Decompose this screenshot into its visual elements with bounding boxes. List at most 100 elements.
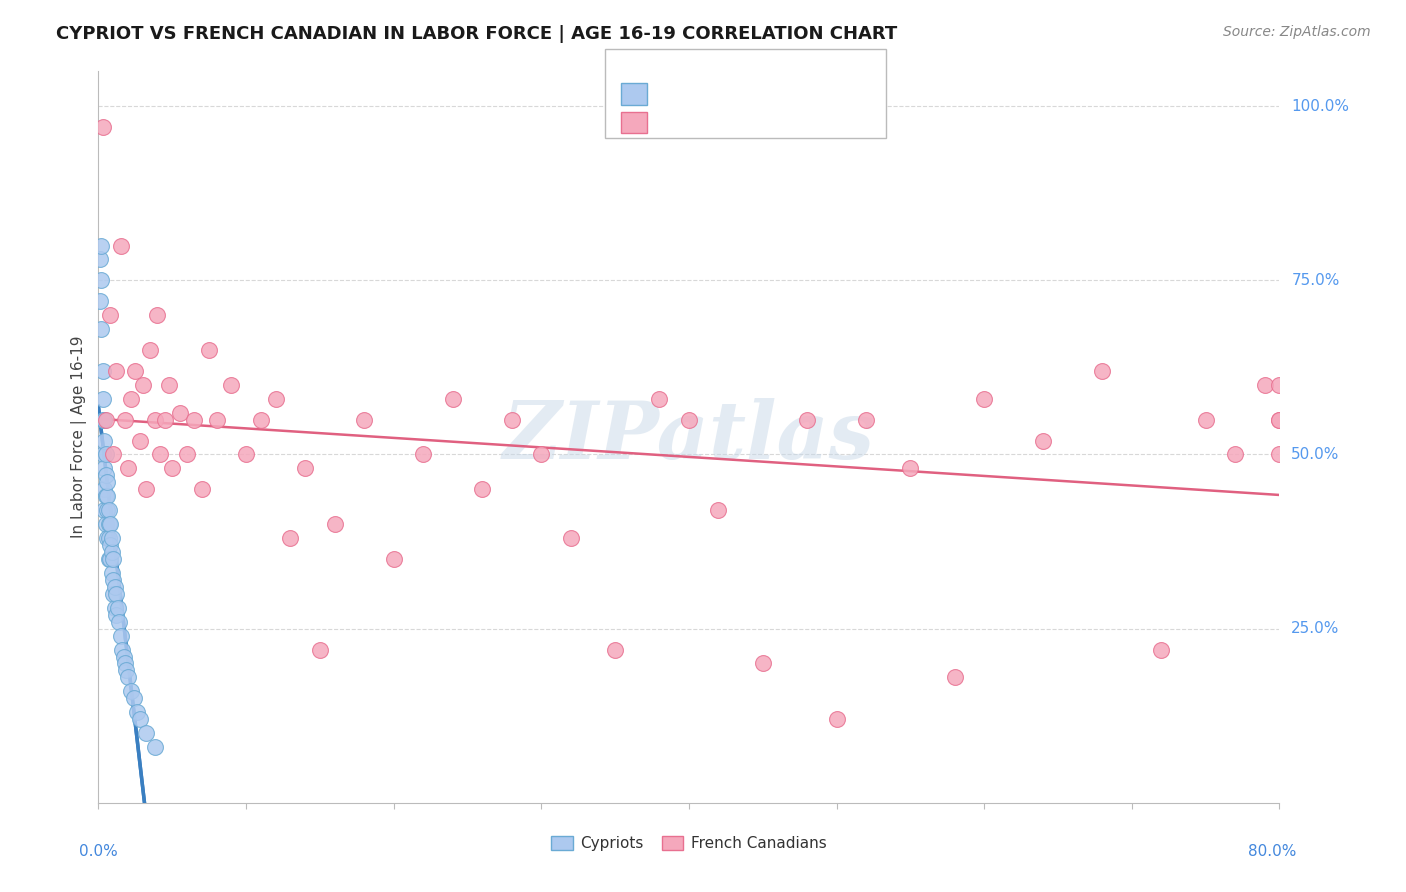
Point <box>146 308 169 322</box>
Y-axis label: In Labor Force | Age 16-19: In Labor Force | Age 16-19 <box>72 335 87 539</box>
Point <box>605 642 627 657</box>
Text: 100.0%: 100.0% <box>1291 99 1350 113</box>
Text: 80.0%: 80.0% <box>1249 845 1296 859</box>
Point <box>198 343 221 357</box>
Point <box>707 503 730 517</box>
Point <box>97 503 120 517</box>
Point <box>105 607 128 622</box>
Point <box>111 642 134 657</box>
Point <box>309 642 332 657</box>
Point <box>105 364 128 378</box>
Point <box>128 712 150 726</box>
Point <box>943 670 966 684</box>
Point <box>250 412 273 426</box>
Point <box>94 517 117 532</box>
Point <box>1225 448 1247 462</box>
Point <box>1091 364 1114 378</box>
Point <box>128 434 150 448</box>
Point <box>100 545 122 559</box>
Point <box>441 392 464 406</box>
Point <box>94 412 117 426</box>
Point <box>796 412 818 426</box>
Point <box>1268 412 1291 426</box>
Point <box>114 412 136 426</box>
Point <box>90 322 112 336</box>
Legend: Cypriots, French Canadians: Cypriots, French Canadians <box>546 830 832 857</box>
Point <box>93 434 115 448</box>
Point <box>471 483 494 497</box>
Point <box>107 600 129 615</box>
Point <box>221 377 243 392</box>
Point <box>122 691 145 706</box>
Point <box>98 308 121 322</box>
Text: N =: N = <box>747 119 783 136</box>
Point <box>501 412 523 426</box>
Point <box>91 392 114 406</box>
Point <box>132 377 155 392</box>
Text: Source: ZipAtlas.com: Source: ZipAtlas.com <box>1223 25 1371 39</box>
Text: 50.0%: 50.0% <box>1291 447 1340 462</box>
Point <box>149 448 172 462</box>
Text: 0.411: 0.411 <box>700 85 752 103</box>
Point <box>105 587 128 601</box>
Point <box>93 503 115 517</box>
Point <box>91 364 114 378</box>
Point <box>103 552 125 566</box>
Text: 53: 53 <box>789 85 811 103</box>
Point <box>678 412 700 426</box>
Point <box>104 600 127 615</box>
Point <box>135 483 157 497</box>
Point <box>94 468 117 483</box>
Point <box>1150 642 1173 657</box>
Point <box>91 412 114 426</box>
Point <box>98 538 121 552</box>
Point <box>143 740 166 755</box>
Point <box>1268 377 1291 392</box>
Point <box>205 412 228 426</box>
Point <box>294 461 316 475</box>
Point <box>93 461 115 475</box>
Point <box>94 448 117 462</box>
Point <box>280 531 302 545</box>
Point <box>108 615 131 629</box>
Point <box>103 448 125 462</box>
Point <box>157 377 180 392</box>
Point <box>162 461 183 475</box>
Point <box>264 392 287 406</box>
Point <box>103 587 125 601</box>
Point <box>235 448 257 462</box>
Point <box>900 461 922 475</box>
Point <box>120 392 142 406</box>
Point <box>91 448 114 462</box>
Point <box>97 531 120 545</box>
Point <box>110 629 132 643</box>
Point <box>104 580 127 594</box>
Point <box>114 657 136 671</box>
Point <box>1268 448 1291 462</box>
Text: ZIPatlas: ZIPatlas <box>503 399 875 475</box>
Point <box>112 649 135 664</box>
Text: CYPRIOT VS FRENCH CANADIAN IN LABOR FORCE | AGE 16-19 CORRELATION CHART: CYPRIOT VS FRENCH CANADIAN IN LABOR FORC… <box>56 25 897 43</box>
Point <box>96 475 118 490</box>
Text: 63: 63 <box>789 119 811 136</box>
Point <box>530 448 553 462</box>
Point <box>382 552 405 566</box>
Text: 0.0%: 0.0% <box>79 845 118 859</box>
Point <box>124 364 146 378</box>
Point <box>825 712 848 726</box>
Point <box>91 120 114 134</box>
Point <box>1032 434 1054 448</box>
Point <box>97 552 120 566</box>
Point <box>89 294 111 309</box>
Point <box>855 412 877 426</box>
Point <box>89 252 111 267</box>
Point <box>191 483 214 497</box>
Point <box>93 412 115 426</box>
Point <box>97 517 120 532</box>
Point <box>100 531 122 545</box>
Point <box>120 684 142 698</box>
Point <box>135 726 157 740</box>
Point <box>117 461 139 475</box>
Point <box>94 489 117 503</box>
Point <box>1268 412 1291 426</box>
